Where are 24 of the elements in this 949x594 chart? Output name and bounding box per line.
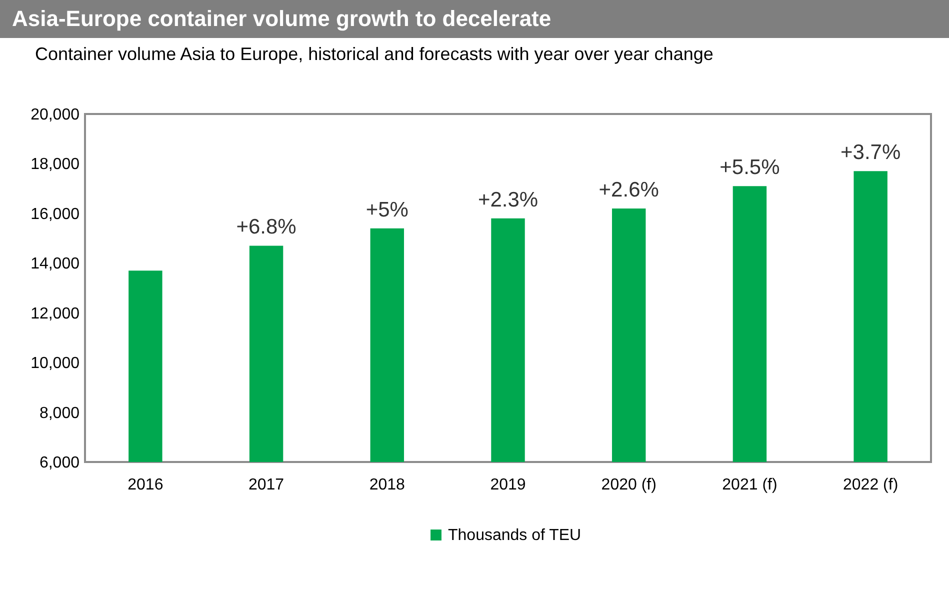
y-tick-label: 16,000 bbox=[30, 206, 80, 223]
y-tick-label: 6,000 bbox=[39, 454, 80, 472]
chart-title: Asia-Europe container volume growth to decelerate bbox=[0, 0, 949, 38]
y-tick-label: 18,000 bbox=[30, 156, 80, 174]
text: +6.8% bbox=[236, 216, 296, 239]
y-tick-label: 8,000 bbox=[39, 404, 80, 422]
x-tick-label: 2020 (f) bbox=[601, 476, 656, 494]
text: +2.3% bbox=[478, 188, 538, 212]
y-tick-label: 10,000 bbox=[30, 355, 80, 372]
text: +2.6% bbox=[598, 178, 659, 202]
x-tick-label: 2021 (f) bbox=[722, 476, 778, 494]
text: +5% bbox=[366, 198, 408, 222]
text: +5.5% bbox=[720, 156, 780, 180]
y-tick-label: 20,000 bbox=[30, 106, 80, 124]
legend-label: Thousands of TEU bbox=[448, 527, 582, 544]
y-tick-label: 12,000 bbox=[30, 305, 80, 322]
chart-subtitle: Container volume Asia to Europe, historical and forecasts with year over year change bbox=[35, 44, 714, 64]
x-tick-label: 2016 bbox=[128, 476, 164, 494]
y-tick-label: 14,000 bbox=[30, 256, 80, 273]
x-tick-label: 2018 bbox=[369, 476, 406, 494]
x-tick-label: 2019 bbox=[490, 476, 526, 494]
x-tick-label: 2022 (f) bbox=[843, 476, 898, 494]
text: +3.7% bbox=[840, 141, 901, 164]
x-tick-label: 2017 bbox=[248, 476, 284, 494]
